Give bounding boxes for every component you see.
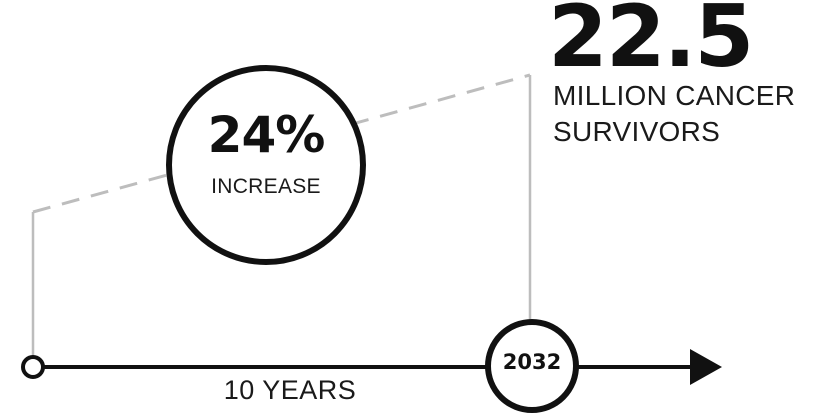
time-axis-arrowhead bbox=[690, 349, 722, 385]
duration-label: 10 YEARS bbox=[223, 375, 357, 405]
survivor-count-value: 22.5 bbox=[548, 0, 754, 87]
caption-line-1: MILLION CANCER bbox=[553, 80, 796, 111]
year-circle bbox=[485, 319, 579, 413]
start-marker bbox=[21, 355, 45, 379]
increase-percent: 24% bbox=[207, 106, 326, 164]
end-year-label: 2032 bbox=[502, 350, 562, 374]
increase-circle bbox=[166, 65, 366, 265]
increase-label: INCREASE bbox=[211, 175, 321, 198]
survivor-count-caption: MILLION CANCER SURVIVORS bbox=[553, 78, 823, 150]
caption-line-2: SURVIVORS bbox=[553, 116, 721, 147]
